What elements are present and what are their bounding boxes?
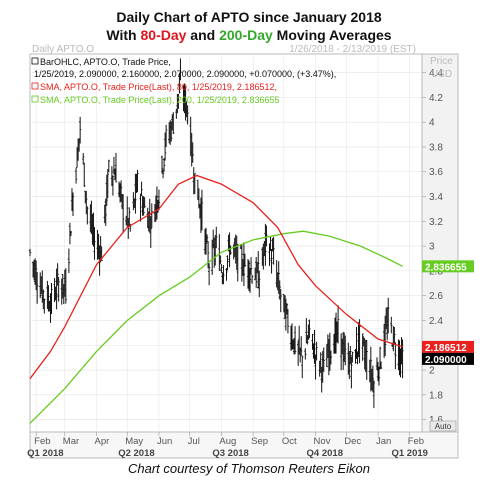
- x-tick-label: Feb: [34, 436, 50, 447]
- x-tick-label: Jul: [188, 436, 200, 447]
- x-tick-label: Mar: [63, 436, 79, 447]
- x-tick-label: Apr: [95, 436, 110, 447]
- price-last-box: [422, 352, 474, 365]
- quarter-label: Q1 2019: [391, 448, 427, 459]
- quarter-label: Q1 2018: [27, 448, 63, 459]
- sma80-line: [29, 174, 403, 380]
- y-tick-label: 1.8: [429, 390, 443, 401]
- ohlc-layer: [28, 58, 404, 409]
- sma80-last-value: 2.186512: [425, 343, 467, 354]
- y-tick-label: 3.8: [429, 142, 443, 153]
- subtitle-80-day: 80-Day: [140, 27, 187, 43]
- sma200-line: [29, 230, 403, 424]
- legend-sma200: SMA, APTO.O, Trade Price(Last), 200, 1/2…: [40, 95, 279, 105]
- plot-area: [29, 53, 423, 433]
- legend: BarOHLC, APTO.O, Trade Price, 1/25/2019,…: [31, 57, 336, 105]
- auto-scale-label: Auto: [435, 422, 452, 431]
- bar-legend-swatch: [31, 57, 39, 65]
- y-tick-label: 1.6: [429, 415, 443, 426]
- price-chart: 1.61.822.22.42.62.833.23.43.63.844.24.4 …: [27, 44, 474, 459]
- y-tick-label: 2: [429, 366, 435, 377]
- y-tick-label: 3.6: [429, 167, 443, 178]
- auto-scale-button[interactable]: [429, 420, 457, 432]
- y-axis-panel: [421, 53, 459, 433]
- subtitle-200-day: 200-Day: [219, 27, 273, 43]
- legend-sma80: SMA, APTO.O, Trade Price(Last), 80, 1/25…: [40, 82, 277, 92]
- x-axis-panel: [29, 431, 459, 459]
- y-tick-label: 2.4: [429, 316, 443, 327]
- quarter-label: Q4 2018: [307, 448, 343, 459]
- x-tick-label: Sep: [251, 436, 268, 447]
- header-left: Daily APTO.O: [32, 44, 94, 55]
- sma80-legend-swatch: [31, 82, 39, 90]
- y-tick-label: 3.2: [429, 217, 443, 228]
- x-tick-label: Oct: [282, 436, 297, 447]
- chart-subtitle: With 80-Day and 200-Day Moving Averages: [0, 27, 498, 43]
- sma200-last-box: [422, 260, 474, 273]
- x-tick-label: Nov: [314, 436, 331, 447]
- y-tick-label: 2.6: [429, 291, 443, 302]
- chart-caption: Chart courtesy of Thomson Reuters Eikon: [127, 461, 371, 476]
- price-last-value: 2.090000: [425, 355, 467, 366]
- y-tick-label: 4: [429, 118, 435, 129]
- quarter-label: Q3 2018: [212, 448, 248, 459]
- sma200-legend-swatch: [31, 95, 39, 103]
- y-tick-label: 3: [429, 242, 435, 253]
- chart-title: Daily Chart of APTO since January 2018: [116, 9, 382, 25]
- sma80-last-box: [422, 340, 474, 353]
- header-range: 1/26/2018 - 2/13/2019 (EST): [289, 44, 416, 55]
- subtitle-post: Moving Averages: [272, 27, 392, 43]
- y-tick-label: 4.4: [429, 68, 443, 79]
- x-tick-label: Jun: [157, 436, 172, 447]
- subtitle-mid: and: [186, 27, 220, 43]
- price-currency-label: USD: [431, 69, 452, 80]
- sma200-last-value: 2.836655: [425, 262, 467, 273]
- x-tick-label: Dec: [344, 436, 361, 447]
- x-tick-label: May: [125, 436, 143, 447]
- quarter-label: Q2 2018: [118, 448, 154, 459]
- y-tick-label: 3.4: [429, 192, 443, 203]
- y-tick-label: 4.2: [429, 93, 443, 104]
- grid-layer: [30, 54, 422, 432]
- legend-bar-line2: 1/25/2019, 2.090000, 2.160000, 2.070000,…: [34, 69, 336, 79]
- x-tick-label: Aug: [219, 436, 236, 447]
- legend-bar-line1: BarOHLC, APTO.O, Trade Price,: [40, 57, 171, 67]
- subtitle-pre: With: [106, 27, 141, 43]
- x-tick-label: Jan: [376, 436, 391, 447]
- x-tick-label: Feb: [408, 436, 424, 447]
- price-unit-label: Price: [430, 56, 453, 67]
- x-tick-labels: Feb Mar Apr May Jun Jul Aug Sep Oct Nov Dec Jan FebQ…: [27, 432, 428, 459]
